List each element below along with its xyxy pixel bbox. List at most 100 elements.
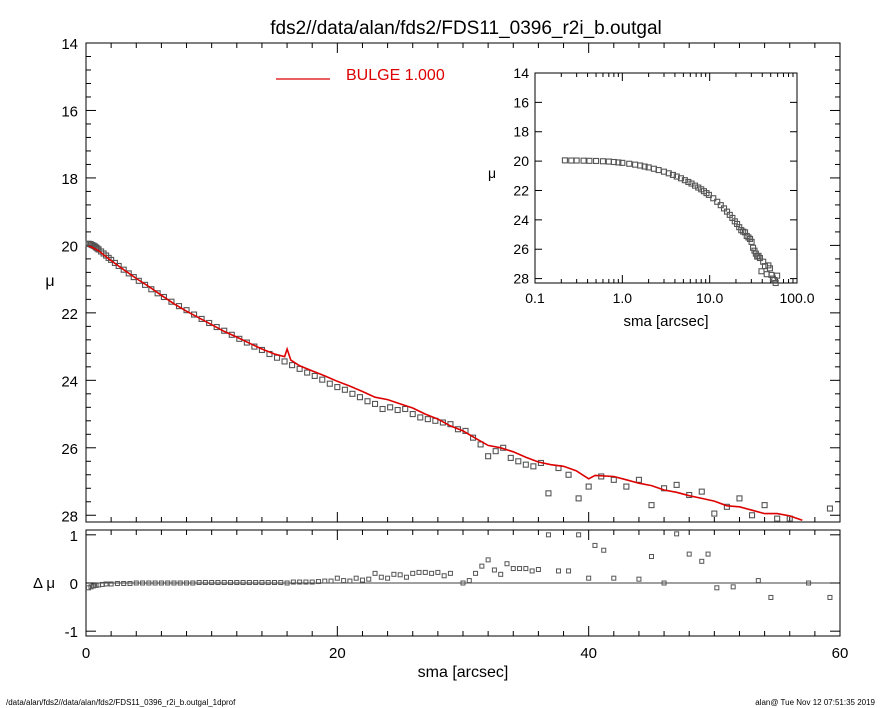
inset-y-tick-labels: 14 16 18 20 22 24 26 28: [513, 65, 529, 287]
inset-data-point: [592, 157, 600, 165]
inset-data-points: [561, 157, 781, 287]
inset-data-point: [599, 158, 607, 165]
inset-x-axis-label: sma [arcsec]: [623, 313, 708, 330]
data-point: [311, 372, 318, 379]
inset-y-tick-label: 18: [513, 124, 529, 140]
residual-point: [265, 580, 271, 586]
residual-point: [466, 578, 472, 584]
inset-log-panel: 14 16 18 20 22 24 26 28 0.1 1.0 10.0 100.0 μ sma […: [488, 65, 815, 330]
data-point: [585, 483, 592, 490]
residual-point: [372, 570, 378, 576]
residual-point: [202, 580, 208, 586]
residual-point: [171, 580, 177, 586]
inset-data-point: [669, 171, 677, 178]
residual-point: [158, 580, 164, 586]
residual-point: [215, 580, 221, 586]
inset-data-point: [717, 202, 724, 209]
residual-point: [403, 574, 409, 580]
data-point: [711, 510, 718, 517]
residual-point: [309, 579, 315, 585]
inset-data-point: [691, 182, 699, 189]
residual-point: [190, 580, 196, 586]
residual-point: [517, 566, 523, 572]
residual-point: [347, 578, 353, 584]
inset-x-tick-label: 0.1: [525, 290, 545, 306]
inset-data-point: [772, 279, 779, 287]
data-point: [304, 369, 311, 376]
inset-x-tick-label: 1.0: [613, 290, 633, 306]
residual-point: [272, 580, 277, 586]
residual-point: [385, 575, 391, 581]
data-point: [371, 400, 379, 407]
inset-axis-ticks: [534, 72, 798, 283]
residual-point: [510, 566, 516, 572]
inset-y-tick-label: 24: [513, 212, 529, 228]
data-point: [409, 411, 416, 418]
inset-data-point: [745, 234, 752, 241]
residual-y-tick-label: -1: [65, 624, 78, 641]
residual-point: [755, 578, 761, 584]
residual-point: [545, 532, 551, 538]
residual-point: [806, 580, 812, 586]
inset-data-point: [677, 175, 685, 182]
y-tick-label: 26: [61, 441, 78, 458]
residual-point: [234, 580, 240, 586]
data-point: [228, 331, 235, 338]
residual-point: [165, 580, 171, 586]
y-tick-label: 20: [61, 238, 78, 255]
residual-point: [114, 580, 120, 586]
residual-point: [121, 580, 127, 586]
residual-point: [246, 580, 252, 586]
data-point: [610, 476, 617, 483]
residual-point: [253, 580, 259, 586]
data-point: [522, 461, 529, 468]
data-point: [673, 481, 680, 488]
residual-point: [566, 568, 572, 574]
x-tick-labels: 0 20 40 60: [82, 645, 849, 662]
inset-data-point: [741, 229, 749, 236]
residual-y-tick-labels: 1 0 -1: [65, 528, 78, 641]
inset-data-point: [681, 177, 688, 184]
residual-point: [127, 580, 133, 586]
main-y-axis-label: μ: [45, 273, 54, 290]
main-profile-panel: fds2//data/alan/fds2/FDS11_0396_r2i_b.ou…: [45, 18, 841, 525]
data-point: [492, 448, 499, 455]
data-point: [648, 502, 655, 509]
inset-data-point: [586, 157, 593, 164]
residual-point: [315, 579, 321, 585]
residual-point: [649, 554, 654, 559]
inset-data-point: [665, 170, 672, 177]
inset-y-axis-label: μ: [488, 165, 496, 181]
residual-point: [152, 580, 158, 586]
data-point: [364, 398, 371, 405]
residual-point: [93, 582, 99, 588]
inset-y-tick-label: 16: [513, 94, 529, 110]
data-point: [485, 453, 492, 460]
residual-point: [447, 570, 453, 576]
residual-point: [359, 577, 365, 583]
residual-point: [586, 575, 592, 581]
residual-point: [535, 567, 541, 573]
inset-data-point: [756, 254, 763, 262]
y-tick-label: 18: [61, 171, 78, 188]
x-tick-label: 40: [580, 645, 597, 662]
y-tick-label: 16: [61, 103, 78, 120]
residual-point: [491, 567, 497, 573]
data-point: [334, 384, 341, 391]
residual-point: [378, 574, 384, 580]
residual-point: [297, 579, 303, 585]
footer-file-path: /data/alan/fds2//data/alan/fds2/FDS11_03…: [6, 698, 236, 707]
inset-y-tick-label: 28: [513, 271, 529, 287]
residual-point: [422, 569, 428, 575]
data-point: [545, 490, 552, 497]
residual-point: [397, 572, 403, 578]
bulge-model-line: [88, 245, 803, 522]
data-point: [130, 274, 137, 281]
data-point: [394, 406, 401, 414]
data-point: [154, 290, 161, 297]
inset-x-tick-labels: 0.1 1.0 10.0 100.0: [525, 290, 814, 306]
main-axis-ticks: [85, 42, 841, 522]
residual-data-points: [86, 531, 833, 600]
residual-point: [240, 580, 246, 586]
